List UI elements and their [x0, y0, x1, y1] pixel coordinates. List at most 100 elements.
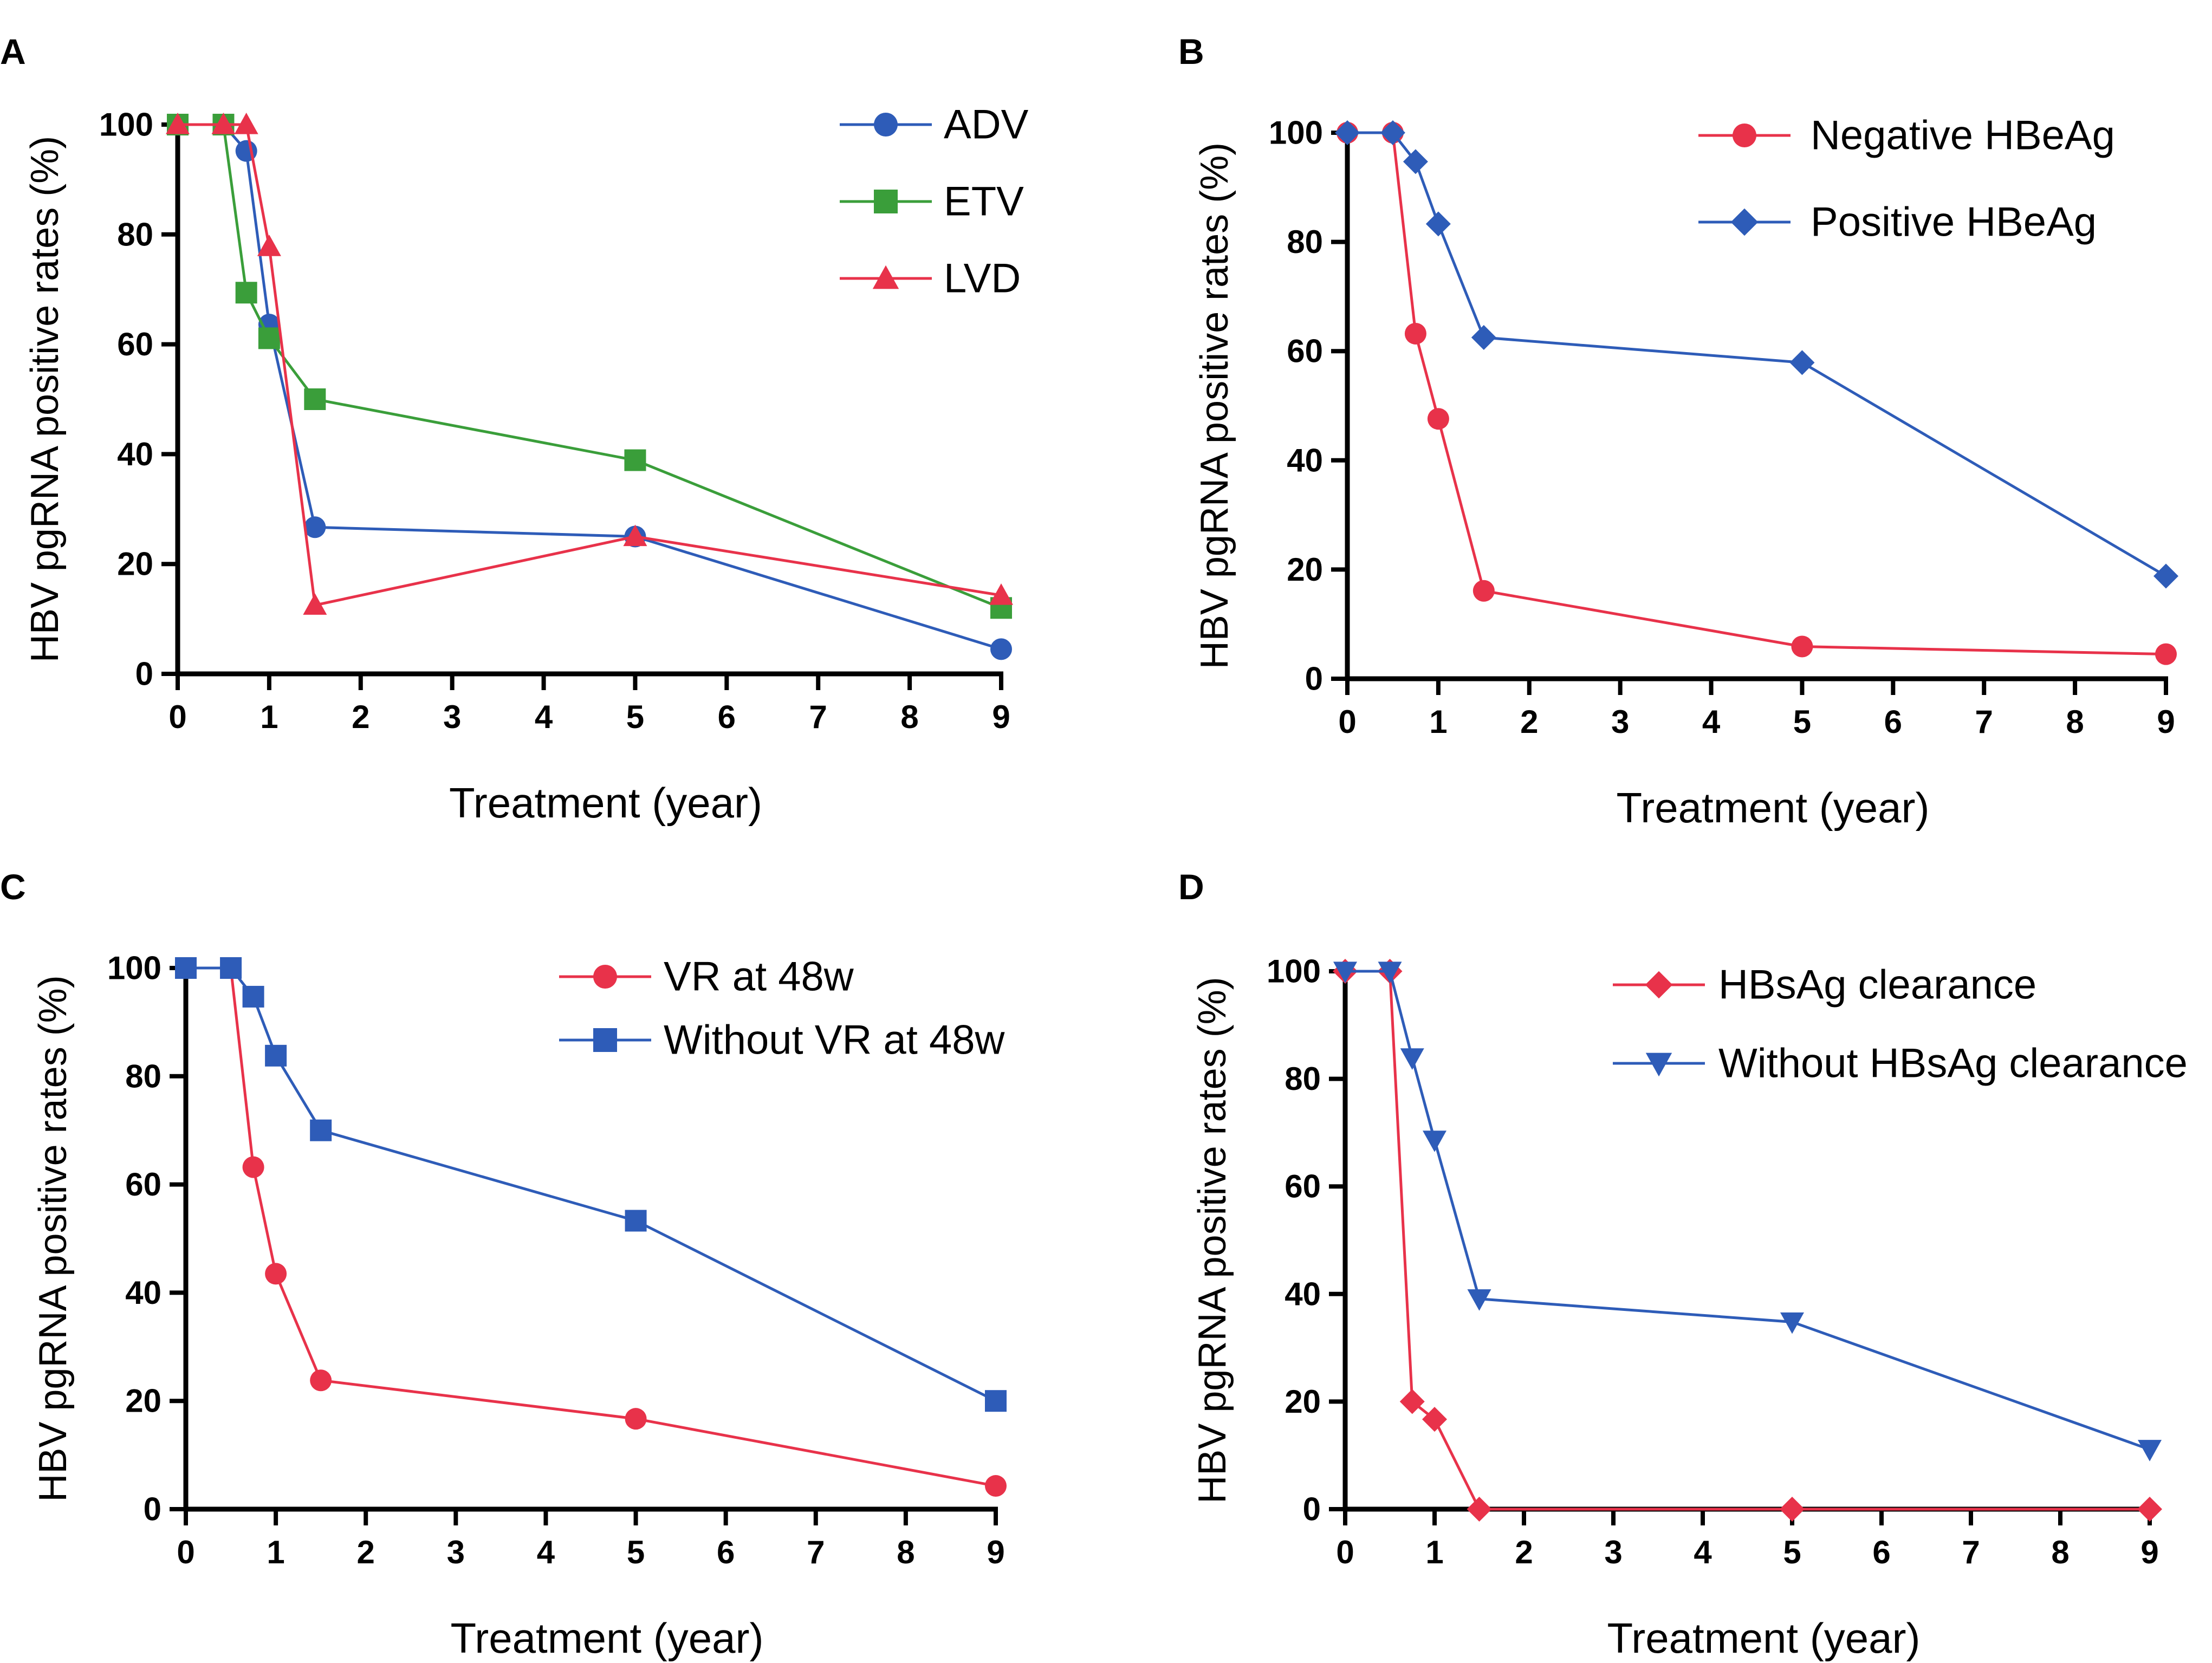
- panel-a: A 0 20 40 60 80 100 0 1 2 3 4 5 6 7 8 9 Treatment (year) H…: [0, 31, 1029, 827]
- x-tick-label: 1: [267, 1534, 284, 1570]
- panel-letter: A: [0, 31, 26, 72]
- data-point-without-hbsag-clearance: [1467, 1289, 1491, 1311]
- x-tick-label: 4: [537, 1534, 555, 1570]
- x-tick-label: 8: [900, 699, 918, 735]
- data-point-without-vr-at-48w: [625, 1210, 647, 1232]
- legend-label-without-vr-at-48w: Without VR at 48w: [664, 1017, 1005, 1063]
- y-tick-label: 60: [1287, 333, 1323, 369]
- y-tick-label: 80: [1287, 224, 1323, 260]
- y-tick-label: 80: [125, 1058, 161, 1094]
- data-point-negative-hbeag: [1404, 322, 1426, 345]
- data-point-vr-at-48w: [625, 1408, 647, 1430]
- legend-marker-etv: [874, 190, 898, 213]
- x-axis-title: Treatment (year): [1617, 784, 1930, 832]
- y-tick-label: 60: [125, 1166, 161, 1203]
- legend-marker-negative-hbeag: [1733, 124, 1756, 147]
- y-tick-label: 20: [1287, 551, 1323, 588]
- data-point-hbsag-clearance: [1467, 1497, 1492, 1522]
- legend-marker-positive-hbeag: [1730, 208, 1759, 236]
- data-point-lvd: [166, 113, 190, 134]
- data-point-without-hbsag-clearance: [1423, 1131, 1446, 1152]
- panel-d: D 0 20 40 60 80 100 0 1 2 3 4 5 6 7 8 9 Treatment (year) H…: [1178, 867, 2188, 1662]
- legend-marker-hbsag-clearance: [1645, 971, 1673, 999]
- data-point-adv: [304, 516, 326, 538]
- y-tick-label: 0: [144, 1491, 161, 1528]
- y-tick-label: 20: [125, 1383, 161, 1419]
- x-tick-label: 2: [1515, 1534, 1533, 1570]
- data-point-positive-hbeag: [1403, 149, 1428, 174]
- x-tick-label: 6: [1884, 704, 1902, 740]
- data-point-without-vr-at-48w: [985, 1390, 1007, 1412]
- legend-label-lvd: LVD: [944, 256, 1021, 302]
- data-point-etv: [624, 449, 646, 471]
- x-tick-label: 5: [627, 1534, 645, 1570]
- panel-letter: B: [1178, 31, 1204, 72]
- x-tick-label: 4: [1694, 1534, 1712, 1570]
- y-tick-label: 40: [117, 436, 153, 472]
- x-tick-label: 3: [1611, 704, 1629, 740]
- data-point-lvd: [989, 583, 1013, 605]
- x-tick-label: 1: [260, 699, 278, 735]
- y-tick-label: 20: [1285, 1383, 1321, 1420]
- x-tick-label: 0: [1338, 704, 1356, 740]
- y-tick-label: 80: [117, 216, 153, 252]
- panel-letter: C: [0, 867, 26, 907]
- data-point-without-hbsag-clearance: [2138, 1440, 2162, 1461]
- x-tick-label: 7: [1962, 1534, 1980, 1570]
- y-axis-title: HBV pgRNA positive rates (%): [1193, 142, 1236, 669]
- x-tick-label: 4: [535, 699, 553, 735]
- data-point-negative-hbeag: [1427, 408, 1449, 430]
- y-tick-label: 80: [1285, 1061, 1321, 1097]
- data-point-without-vr-at-48w: [310, 1119, 332, 1141]
- y-axis-title: HBV pgRNA positive rates (%): [23, 136, 67, 662]
- y-axis-title: HBV pgRNA positive rates (%): [31, 975, 75, 1502]
- y-tick-label: 20: [117, 546, 153, 582]
- data-point-positive-hbeag: [1335, 120, 1360, 145]
- x-tick-label: 8: [2066, 704, 2084, 740]
- data-point-etv: [235, 282, 257, 304]
- data-point-without-vr-at-48w: [242, 985, 264, 1008]
- legend-label-adv: ADV: [944, 102, 1029, 148]
- legend-marker-without-vr-at-48w: [593, 1028, 617, 1052]
- x-tick-label: 1: [1429, 704, 1447, 740]
- legend-marker-adv: [874, 113, 898, 137]
- x-tick-label: 2: [357, 1534, 375, 1570]
- x-tick-label: 2: [1520, 704, 1538, 740]
- legend-label-positive-hbeag: Positive HBeAg: [1811, 199, 2097, 245]
- legend-label-etv: ETV: [944, 179, 1024, 225]
- data-point-without-vr-at-48w: [220, 957, 242, 979]
- x-tick-label: 5: [626, 699, 644, 735]
- data-point-lvd: [257, 235, 281, 256]
- data-point-hbsag-clearance: [1399, 1389, 1425, 1414]
- data-point-without-hbsag-clearance: [1780, 1312, 1804, 1334]
- y-tick-label: 0: [1303, 1491, 1321, 1528]
- legend-label-without-hbsag-clearance: Without HBsAg clearance: [1718, 1041, 2188, 1087]
- y-tick-label: 100: [1267, 953, 1321, 990]
- x-tick-label: 7: [807, 1534, 825, 1570]
- x-tick-label: 0: [168, 699, 186, 735]
- y-tick-label: 0: [1305, 661, 1323, 697]
- panel-b: B 0 20 40 60 80 100 0 1 2 3 4 5 6 7 8 9 Treatment (year) H…: [1178, 31, 2178, 832]
- data-point-without-vr-at-48w: [265, 1044, 287, 1067]
- data-point-lvd: [234, 113, 258, 134]
- x-axis-title: Treatment (year): [1607, 1614, 1921, 1662]
- y-tick-label: 100: [1269, 115, 1323, 151]
- legend-marker-vr-at-48w: [593, 965, 617, 989]
- panel-letter: D: [1178, 867, 1204, 907]
- data-point-positive-hbeag: [1789, 350, 1815, 375]
- legend-label-hbsag-clearance: HBsAg clearance: [1718, 962, 2036, 1008]
- data-point-without-hbsag-clearance: [1333, 962, 1357, 983]
- data-point-lvd: [623, 524, 647, 547]
- data-point-vr-at-48w: [985, 1475, 1007, 1497]
- data-point-without-hbsag-clearance: [1378, 962, 1402, 983]
- y-tick-label: 100: [99, 107, 153, 143]
- data-point-positive-hbeag: [1425, 211, 1451, 237]
- panel-c: C 0 20 40 60 80 100 0 1 2 3 4 5 6 7 8 9 Treatment (year) H…: [0, 867, 1007, 1662]
- x-tick-label: 0: [177, 1534, 194, 1570]
- data-point-positive-hbeag: [1471, 325, 1496, 350]
- data-point-negative-hbeag: [1791, 635, 1813, 658]
- legend-marker-lvd: [872, 265, 899, 289]
- y-tick-label: 40: [1287, 442, 1323, 478]
- data-point-without-hbsag-clearance: [1400, 1048, 1424, 1070]
